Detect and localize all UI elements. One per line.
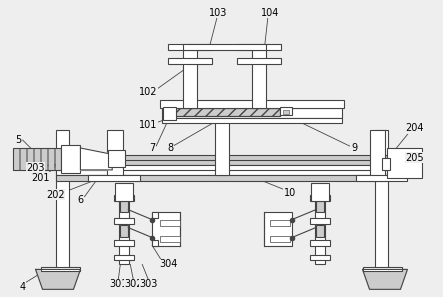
Polygon shape bbox=[35, 269, 81, 289]
Text: 204: 204 bbox=[405, 123, 424, 133]
Bar bbox=[283, 110, 289, 114]
Bar bbox=[34, 148, 39, 170]
Bar bbox=[315, 185, 325, 264]
Text: 203: 203 bbox=[26, 163, 45, 173]
Bar bbox=[114, 255, 134, 260]
Bar bbox=[54, 148, 61, 170]
Text: 7: 7 bbox=[149, 143, 155, 153]
Bar bbox=[41, 148, 47, 170]
Bar bbox=[27, 148, 33, 170]
Bar bbox=[382, 158, 390, 170]
Text: 5: 5 bbox=[16, 135, 22, 145]
Bar bbox=[13, 148, 61, 170]
Bar bbox=[152, 212, 158, 218]
Bar bbox=[280, 107, 292, 115]
Bar bbox=[47, 148, 54, 170]
Text: 304: 304 bbox=[159, 260, 177, 269]
Bar bbox=[310, 195, 330, 201]
Text: 10: 10 bbox=[284, 188, 296, 198]
Bar bbox=[270, 220, 290, 226]
Bar bbox=[107, 130, 123, 180]
Bar bbox=[310, 218, 330, 224]
Bar bbox=[55, 130, 70, 269]
Bar bbox=[316, 200, 324, 212]
Bar bbox=[55, 155, 388, 165]
Bar bbox=[168, 59, 212, 64]
Bar bbox=[356, 175, 408, 181]
Bar bbox=[163, 107, 176, 120]
Bar bbox=[89, 175, 140, 181]
Bar bbox=[114, 218, 134, 224]
Bar bbox=[55, 165, 388, 175]
Text: 303: 303 bbox=[139, 279, 157, 289]
Bar bbox=[310, 240, 330, 246]
Bar bbox=[13, 148, 19, 170]
Bar bbox=[61, 145, 81, 173]
Text: 4: 4 bbox=[19, 282, 26, 292]
Text: 8: 8 bbox=[167, 143, 173, 153]
Polygon shape bbox=[81, 148, 113, 170]
Bar bbox=[152, 240, 158, 246]
Bar bbox=[162, 108, 342, 118]
Bar bbox=[168, 45, 212, 50]
Bar bbox=[175, 108, 280, 116]
Bar bbox=[237, 45, 281, 50]
Bar bbox=[114, 240, 134, 246]
Bar bbox=[120, 200, 128, 212]
Bar bbox=[362, 267, 402, 271]
Text: 205: 205 bbox=[405, 153, 424, 163]
Bar bbox=[311, 183, 329, 201]
Bar bbox=[160, 100, 344, 108]
Bar bbox=[215, 110, 229, 175]
Bar bbox=[183, 45, 266, 50]
Bar bbox=[114, 195, 134, 201]
Text: 202: 202 bbox=[46, 190, 65, 200]
Bar bbox=[109, 150, 125, 167]
Bar bbox=[120, 225, 128, 237]
Bar bbox=[160, 220, 180, 226]
Text: 101: 101 bbox=[139, 120, 157, 130]
Bar bbox=[55, 175, 388, 181]
Text: 9: 9 bbox=[351, 143, 358, 153]
Text: 302: 302 bbox=[124, 279, 143, 289]
Bar bbox=[160, 236, 180, 241]
Bar bbox=[162, 118, 342, 123]
Bar bbox=[19, 148, 26, 170]
Bar bbox=[183, 48, 197, 108]
Bar bbox=[115, 183, 133, 201]
Text: 301: 301 bbox=[109, 279, 128, 289]
Bar bbox=[264, 212, 292, 246]
Bar bbox=[374, 130, 389, 269]
Bar bbox=[237, 59, 281, 64]
Text: 102: 102 bbox=[139, 87, 157, 97]
Text: 104: 104 bbox=[260, 8, 279, 18]
Bar bbox=[270, 236, 290, 241]
Bar bbox=[310, 255, 330, 260]
Bar bbox=[388, 148, 422, 178]
Bar bbox=[119, 185, 129, 264]
Polygon shape bbox=[362, 269, 408, 289]
Text: 6: 6 bbox=[78, 195, 84, 205]
Bar bbox=[175, 108, 280, 116]
Bar bbox=[252, 48, 266, 108]
Bar bbox=[41, 267, 81, 271]
Text: 201: 201 bbox=[31, 173, 50, 183]
Bar bbox=[316, 225, 324, 237]
Bar bbox=[369, 130, 385, 180]
Bar bbox=[152, 212, 180, 246]
Text: 103: 103 bbox=[209, 8, 227, 18]
